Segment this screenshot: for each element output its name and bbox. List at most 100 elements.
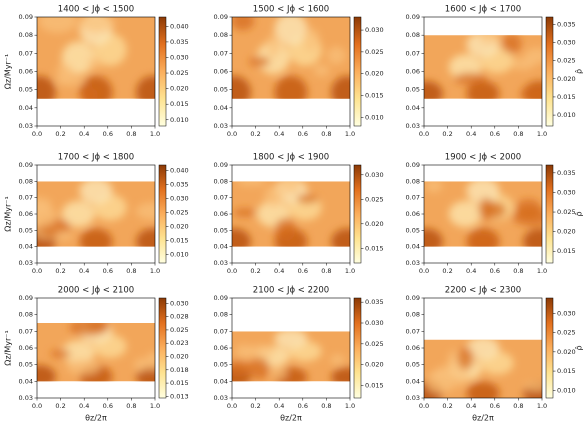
y-tick-label: 0.08 [19, 311, 33, 319]
colorbar-tick-label: 0.035 [557, 169, 576, 177]
y-tick-label: 0.09 [19, 13, 33, 21]
texture [232, 17, 350, 99]
y-tick-label: 0.05 [406, 361, 420, 369]
colorbar-tick-label: 0.015 [557, 367, 576, 375]
texture-blob [61, 200, 95, 228]
texture-blob [425, 181, 443, 193]
colorbar-tick-label: 0.035 [170, 38, 189, 46]
texture-blob [136, 228, 155, 247]
y-tick-label: 0.09 [214, 13, 228, 21]
heatmap [37, 17, 155, 99]
y-tick-label: 0.09 [214, 161, 228, 169]
heatmap [37, 323, 155, 382]
texture-blob [454, 72, 487, 85]
y-tick-label: 0.05 [214, 86, 228, 94]
texture-blob [78, 17, 116, 33]
y-tick-label: 0.03 [406, 259, 420, 267]
y-tick-label: 0.09 [406, 13, 420, 21]
y-tick-label: 0.04 [406, 104, 420, 112]
y-axis-label: Ωz/Myr⁻¹ [4, 54, 13, 89]
colorbar-tick-label: 0.015 [557, 93, 576, 101]
y-tick-label: 0.08 [406, 177, 420, 185]
texture-blob [37, 205, 58, 228]
colorbar-label: ρ̂ [574, 345, 584, 350]
texture-blob [55, 231, 73, 240]
heatmap [232, 181, 350, 247]
y-tick-label: 0.09 [406, 294, 420, 302]
x-tick-label: 0.2 [250, 402, 260, 410]
colorbar [158, 297, 167, 399]
texture-blob [512, 207, 542, 227]
texture-blob [61, 340, 95, 364]
texture-blob [86, 323, 110, 331]
texture-blob [232, 228, 251, 247]
panel-title: 2200 < Jϕ < 2300 [445, 286, 521, 296]
y-tick-label: 0.06 [214, 68, 228, 76]
y-axis-label: Ωz/Myr⁻¹ [4, 330, 13, 365]
y-tick-label: 0.08 [406, 311, 420, 319]
y-axis-label: Ωz/Myr⁻¹ [4, 196, 13, 231]
colorbar [353, 164, 362, 264]
texture-blob [266, 34, 281, 58]
y-tick-label: 0.05 [19, 361, 33, 369]
colorbar-tick-label: 0.030 [365, 171, 384, 179]
colorbar-tick-label: 0.018 [170, 366, 189, 374]
y-tick-label: 0.08 [214, 31, 228, 39]
x-tick-label: 1.0 [150, 130, 160, 138]
texture-blob [248, 56, 271, 67]
x-tick-label: 0.2 [250, 267, 260, 275]
x-tick-label: 0.2 [55, 267, 65, 275]
colorbar-tick-label: 0.020 [170, 223, 189, 231]
y-tick-label: 0.08 [19, 177, 33, 185]
texture-blob [523, 381, 542, 392]
colorbar [545, 164, 554, 264]
x-tick-label: 0.4 [79, 130, 89, 138]
texture-blob [510, 57, 536, 70]
x-tick-label: 0.0 [32, 267, 42, 275]
texture-blob [330, 354, 345, 366]
colorbar-tick-label: 0.030 [557, 309, 576, 317]
heatmap [37, 181, 155, 247]
x-tick-label: 0.4 [466, 130, 476, 138]
y-tick-label: 0.04 [214, 243, 228, 251]
y-tick-label: 0.05 [19, 226, 33, 234]
colorbar-tick-label: 0.015 [365, 91, 384, 99]
texture-blob [274, 331, 308, 349]
x-tick-label: 0.2 [442, 402, 452, 410]
texture-blob [302, 28, 320, 52]
colorbar-tick-label: 0.020 [365, 70, 384, 78]
texture-blob [467, 232, 499, 247]
x-tick-label: 0.6 [103, 402, 113, 410]
x-tick-label: 0.8 [126, 267, 136, 275]
y-tick-label: 0.04 [19, 243, 33, 251]
texture-blob [523, 228, 542, 247]
panel: 0.0 0.2 0.4 0.6 0.8 1.0 0.03 0.04 0.05 0.06 0.07 0.… [406, 286, 584, 423]
texture-blob [331, 367, 350, 382]
heatmap [232, 331, 350, 382]
y-tick-label: 0.03 [406, 394, 420, 402]
panel: 0.0 0.2 0.4 0.6 0.8 1.0 0.03 0.04 0.05 0.06 0.07 0.… [406, 153, 584, 276]
x-tick-label: 0.4 [466, 402, 476, 410]
colorbar-tick-label: 0.020 [170, 85, 189, 93]
y-tick-label: 0.05 [406, 226, 420, 234]
y-tick-label: 0.04 [214, 104, 228, 112]
y-tick-label: 0.04 [19, 377, 33, 385]
x-tick-label: 1.0 [537, 267, 547, 275]
texture-blob [232, 75, 251, 99]
x-tick-label: 0.6 [298, 130, 308, 138]
x-tick-label: 0.8 [513, 267, 523, 275]
texture-blob [136, 75, 155, 99]
texture-blob [270, 366, 288, 380]
y-tick-label: 0.09 [214, 294, 228, 302]
panel-title: 1800 < Jϕ < 1900 [253, 153, 329, 163]
texture-blob [248, 344, 275, 359]
y-tick-label: 0.06 [19, 68, 33, 76]
x-tick-label: 0.6 [298, 267, 308, 275]
x-tick-label: 1.0 [345, 267, 355, 275]
colorbar-tick-label: 0.025 [170, 326, 189, 334]
x-axis-label: θz/2π [472, 414, 494, 423]
colorbar-tick-label: 0.025 [170, 209, 189, 217]
colorbar-tick-label: 0.035 [170, 181, 189, 189]
colorbar-label: ρ̂ [574, 69, 584, 74]
panel: 0.0 0.2 0.4 0.6 0.8 1.0 0.03 0.04 0.05 0.06 0.07 0.… [406, 5, 584, 139]
